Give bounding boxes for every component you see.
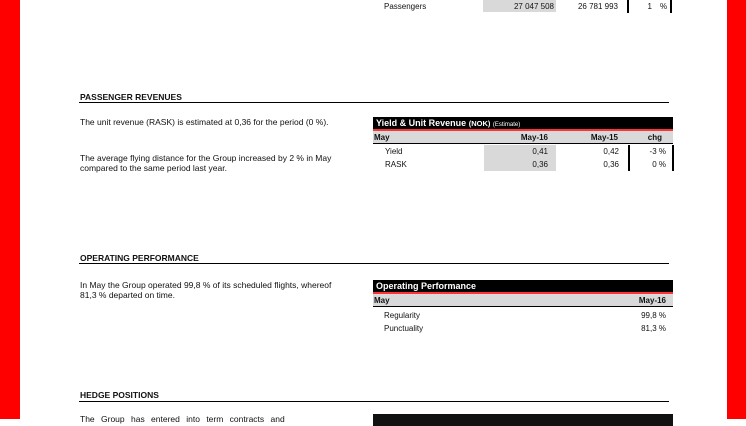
current-value: 27 047 508 xyxy=(513,2,554,11)
row-label: Yield xyxy=(385,147,403,156)
hedge-table-header xyxy=(373,414,673,426)
section-rule xyxy=(79,263,669,264)
table-title: Yield & Unit Revenue (NOK) (Estimate) xyxy=(373,117,673,129)
cell: 0,36 xyxy=(532,160,548,169)
right-accent-bar xyxy=(727,0,746,419)
red-line xyxy=(373,129,673,131)
cell: 99,8 % xyxy=(641,311,666,320)
row-label: Regularity xyxy=(384,311,421,320)
divider xyxy=(672,145,674,171)
col-header: May-16 xyxy=(520,133,548,142)
row-label: RASK xyxy=(385,160,407,169)
cell: 81,3 % xyxy=(641,324,666,333)
col-header: May-15 xyxy=(590,133,618,142)
previous-value: 26 781 993 xyxy=(577,2,618,11)
paragraph: The unit revenue (RASK) is estimated at … xyxy=(80,117,329,127)
col-header: chg xyxy=(647,133,662,142)
section-heading: HEDGE POSITIONS xyxy=(80,390,159,400)
section-heading: OPERATING PERFORMANCE xyxy=(80,253,199,263)
cell: 0,36 xyxy=(603,160,619,169)
title-unit: (NOK) xyxy=(468,119,491,128)
red-line xyxy=(373,292,673,294)
paragraph: In May the Group operated 99,8 % of its … xyxy=(80,280,332,300)
section-rule xyxy=(79,401,669,402)
cell: -3 % xyxy=(649,147,666,156)
col-header: May xyxy=(374,296,390,305)
section-rule xyxy=(79,102,669,103)
paragraph: The average flying distance for the Grou… xyxy=(80,153,332,173)
table-header: May May-16 xyxy=(373,294,673,307)
title-note: (Estimate) xyxy=(492,122,521,128)
divider xyxy=(670,0,672,13)
cell: 0 % xyxy=(652,160,666,169)
title-text: Yield & Unit Revenue xyxy=(376,118,467,128)
row-label: Passengers xyxy=(384,2,427,11)
divider xyxy=(627,0,629,13)
shade-cell xyxy=(484,145,556,171)
table-header: May May-16 May-15 chg xyxy=(373,131,673,144)
chg-unit: % xyxy=(660,2,668,11)
cell: 0,42 xyxy=(603,147,619,156)
cell: 0,41 xyxy=(532,147,548,156)
row-label: Punctuality xyxy=(384,324,424,333)
shade-cell xyxy=(483,0,556,12)
chg-value: 1 xyxy=(647,2,652,11)
col-header: May-16 xyxy=(638,296,666,305)
col-header: May xyxy=(374,133,390,142)
paragraph: The Group has entered into term contract… xyxy=(80,414,285,424)
left-accent-bar xyxy=(0,0,20,419)
divider xyxy=(628,145,630,171)
table-title: Operating Performance xyxy=(373,280,673,292)
section-heading: PASSENGER REVENUES xyxy=(80,92,182,102)
